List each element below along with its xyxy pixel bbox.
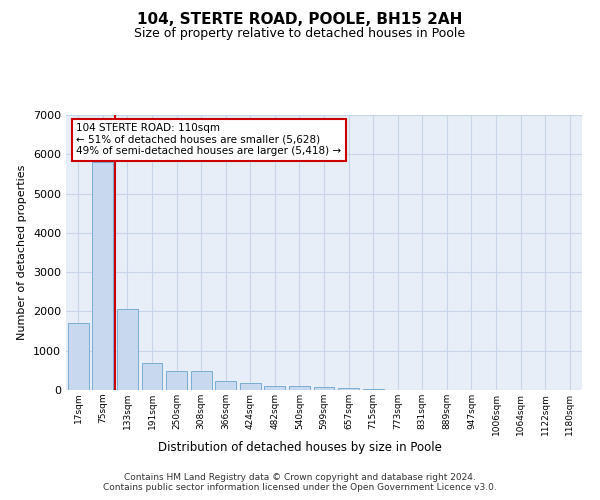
Bar <box>92 162 113 390</box>
Bar <box>265 386 286 390</box>
Text: Contains HM Land Registry data © Crown copyright and database right 2024.
Contai: Contains HM Land Registry data © Crown c… <box>103 472 497 492</box>
Bar <box>142 362 163 390</box>
Bar <box>289 386 310 390</box>
Text: Size of property relative to detached houses in Poole: Size of property relative to detached ho… <box>134 28 466 40</box>
Bar <box>362 389 383 390</box>
Text: 104, STERTE ROAD, POOLE, BH15 2AH: 104, STERTE ROAD, POOLE, BH15 2AH <box>137 12 463 28</box>
Bar <box>215 381 236 390</box>
Bar <box>191 371 212 390</box>
Bar <box>166 371 187 390</box>
Y-axis label: Number of detached properties: Number of detached properties <box>17 165 28 340</box>
Bar <box>314 387 334 390</box>
Bar <box>117 310 138 390</box>
Bar <box>68 323 89 390</box>
Bar <box>240 383 261 390</box>
Bar <box>338 388 359 390</box>
Text: 104 STERTE ROAD: 110sqm
← 51% of detached houses are smaller (5,628)
49% of semi: 104 STERTE ROAD: 110sqm ← 51% of detache… <box>76 123 341 156</box>
Text: Distribution of detached houses by size in Poole: Distribution of detached houses by size … <box>158 441 442 454</box>
